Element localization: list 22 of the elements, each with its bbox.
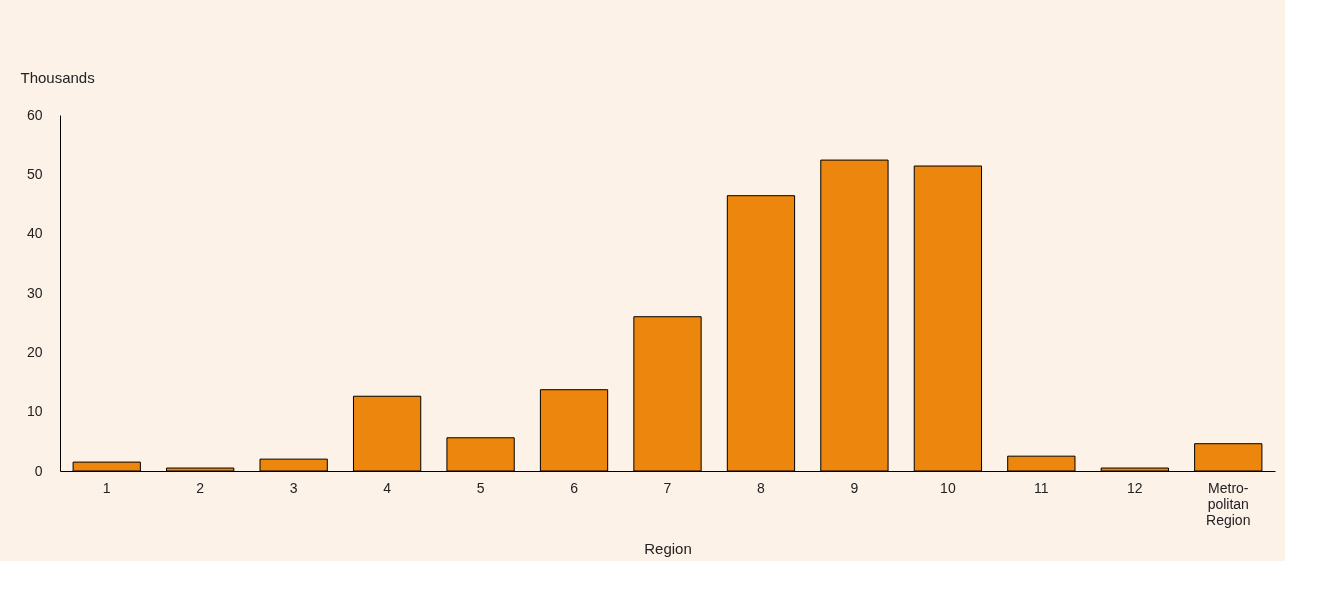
y-tick-label: 60 xyxy=(26,106,43,123)
x-tick-label: 10 xyxy=(940,479,956,496)
x-tick-label: 2 xyxy=(196,479,205,496)
x-tick-label: 6 xyxy=(570,479,579,496)
x-tick-label: 1 xyxy=(102,479,111,496)
x-tick-label: 12 xyxy=(1127,479,1143,496)
x-tick-label: 3 xyxy=(289,479,298,496)
x-axis-title: Region xyxy=(644,539,692,557)
y-tick-label: 20 xyxy=(26,343,43,360)
x-tick-label: 5 xyxy=(476,479,485,496)
y-axis-title: Thousands xyxy=(20,68,95,86)
y-tick-label: 50 xyxy=(26,165,43,182)
y-tick-label: 40 xyxy=(26,225,43,242)
y-tick-label: 0 xyxy=(34,462,43,479)
x-tick-label: 8 xyxy=(757,479,766,496)
x-tick-label: 11 xyxy=(1034,479,1049,496)
y-tick-label: 10 xyxy=(26,403,43,420)
x-tick-label: 7 xyxy=(663,479,672,496)
x-tick-label: 4 xyxy=(383,479,392,496)
x-tick-label: Metro- politan Region xyxy=(1206,479,1251,528)
y-tick-label: 30 xyxy=(26,284,43,301)
x-tick-label: 9 xyxy=(850,479,859,496)
